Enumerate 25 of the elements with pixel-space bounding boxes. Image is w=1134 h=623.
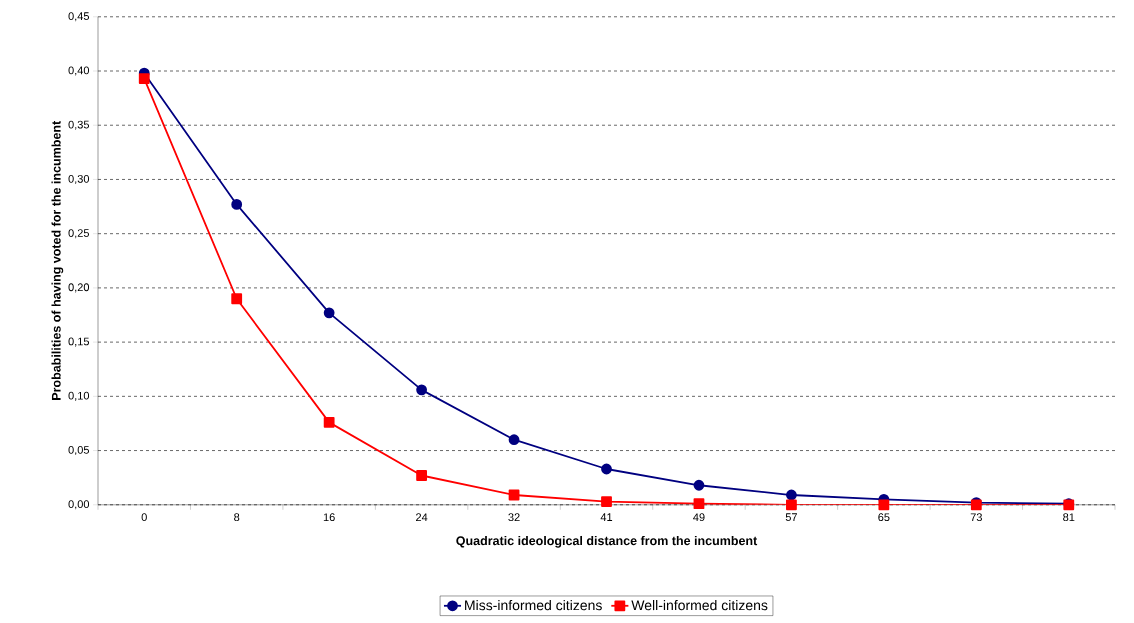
y-tick-label: 0,20 [68,283,90,293]
y-tick-label: 0,45 [68,12,90,22]
y-tick-label: 0,40 [68,66,90,76]
x-tick-label: 24 [416,513,428,521]
y-tick-label: 0,10 [68,391,90,401]
x-tick-label: 32 [508,513,520,522]
y-tick-label: 0,25 [68,229,90,239]
y-axis-title: Probabilities of having voted for the incumbent [51,120,64,400]
legend-label: Well-informed citizens [631,599,768,611]
y-tick-label: 0,15 [68,337,90,347]
x-tick-label: 49 [693,513,705,522]
x-tick-label: 73 [970,513,982,522]
x-tick-label: 16 [323,513,335,522]
x-tick-label: 81 [1063,513,1075,522]
y-tick-label: 0,00 [68,500,90,510]
x-tick-label: 8 [234,513,240,522]
y-tick-label: 0,30 [68,174,90,184]
x-tick-label: 57 [785,513,797,521]
y-tick-label: 0,35 [68,120,90,130]
x-tick-label: 65 [878,513,890,522]
y-tick-label: 0,05 [68,446,90,456]
legend-label: Miss-informed citizens [465,599,602,611]
x-tick-label: 0 [141,513,147,522]
x-axis-title: Quadratic ideological distance from the incumbent [456,535,758,548]
x-tick-label: 41 [600,513,613,521]
